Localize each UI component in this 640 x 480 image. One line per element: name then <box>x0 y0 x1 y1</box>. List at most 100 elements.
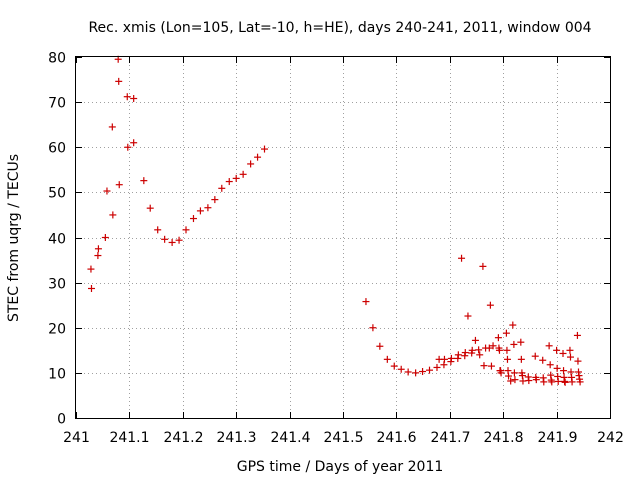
data-point <box>548 378 556 386</box>
data-point <box>531 352 539 360</box>
data-point <box>397 365 405 373</box>
data-point <box>108 123 116 131</box>
data-point <box>426 366 434 374</box>
y-tick-label: 40 <box>48 232 66 248</box>
data-point <box>568 378 576 386</box>
x-tick-label: 241.4 <box>270 430 310 446</box>
data-point <box>109 211 117 219</box>
data-point <box>566 353 574 361</box>
data-point <box>532 376 540 384</box>
x-tick-label: 241.1 <box>109 430 149 446</box>
y-tick-label: 50 <box>48 186 66 202</box>
data-point <box>146 204 154 212</box>
data-point <box>475 346 483 354</box>
data-point <box>140 177 148 185</box>
data-point <box>124 143 132 151</box>
data-point <box>495 346 503 354</box>
data-point <box>87 284 95 292</box>
data-point <box>487 362 495 370</box>
data-point <box>254 153 262 161</box>
x-tick-label: 242 <box>597 430 624 446</box>
data-point <box>239 170 247 178</box>
data-point <box>168 238 176 246</box>
tick-layer: 241 241.1 241.2 241.3 241.4 241.5 241.6 241.7 24… <box>48 51 624 447</box>
data-point <box>553 346 561 354</box>
data-point <box>464 312 472 320</box>
data-point <box>519 377 527 385</box>
grid-layer <box>76 57 610 418</box>
x-tick-label: 241.5 <box>323 430 363 446</box>
data-point <box>204 204 212 212</box>
data-point <box>211 196 219 204</box>
data-point <box>468 346 476 354</box>
data-point <box>517 338 525 346</box>
data-point <box>480 362 488 370</box>
data-point <box>247 160 255 168</box>
data-point <box>383 355 391 363</box>
data-point <box>130 95 138 103</box>
data-point <box>486 301 494 309</box>
data-point <box>390 362 398 370</box>
data-point <box>517 355 525 363</box>
data-point <box>497 369 505 377</box>
data-point <box>376 342 384 350</box>
data-point <box>161 235 169 243</box>
data-point <box>510 369 518 377</box>
marker-layer <box>87 55 584 386</box>
x-tick-label: 241.7 <box>430 430 470 446</box>
data-point <box>433 363 441 371</box>
data-point <box>440 355 448 363</box>
data-point <box>509 321 517 329</box>
data-point <box>447 354 455 362</box>
data-point <box>546 361 554 369</box>
data-point <box>130 139 138 147</box>
data-point <box>154 226 162 234</box>
data-point <box>94 245 102 253</box>
data-point <box>525 377 533 385</box>
data-point <box>412 369 420 377</box>
data-point <box>454 351 462 359</box>
y-axis-title: STEC from uqrg / TECUs <box>6 154 22 322</box>
y-tick-label: 30 <box>48 277 66 293</box>
data-point <box>502 329 510 337</box>
data-point <box>225 178 233 186</box>
data-point <box>103 187 111 195</box>
data-point <box>87 265 95 273</box>
data-point <box>94 252 102 260</box>
y-tick-label: 20 <box>48 322 66 338</box>
data-point <box>576 378 584 386</box>
data-point <box>561 378 569 386</box>
data-point <box>566 346 574 354</box>
data-point <box>510 340 518 348</box>
x-tick-label: 241.8 <box>483 430 523 446</box>
data-point <box>503 346 511 354</box>
y-tick-label: 0 <box>57 412 66 428</box>
data-point <box>471 336 479 344</box>
x-tick-label: 241.6 <box>376 430 416 446</box>
data-point <box>560 367 568 375</box>
y-tick-label: 80 <box>48 51 66 67</box>
data-point <box>175 236 183 244</box>
x-tick-label: 241.3 <box>216 430 256 446</box>
data-point <box>511 376 519 384</box>
data-point <box>461 349 469 357</box>
y-tick-label: 10 <box>48 367 66 383</box>
data-point <box>182 226 190 234</box>
data-point <box>479 262 487 270</box>
data-point <box>553 364 561 372</box>
x-tick-label: 241.9 <box>537 430 577 446</box>
data-point <box>123 93 131 101</box>
data-point <box>458 254 466 262</box>
data-point <box>115 77 123 85</box>
data-point <box>476 351 484 359</box>
data-point <box>507 377 515 385</box>
data-point <box>189 215 197 223</box>
x-tick-label: 241.2 <box>163 430 203 446</box>
data-point <box>545 342 553 350</box>
data-point <box>559 349 567 357</box>
data-point <box>503 355 511 363</box>
plot-frame <box>75 56 611 419</box>
data-point <box>574 357 582 365</box>
